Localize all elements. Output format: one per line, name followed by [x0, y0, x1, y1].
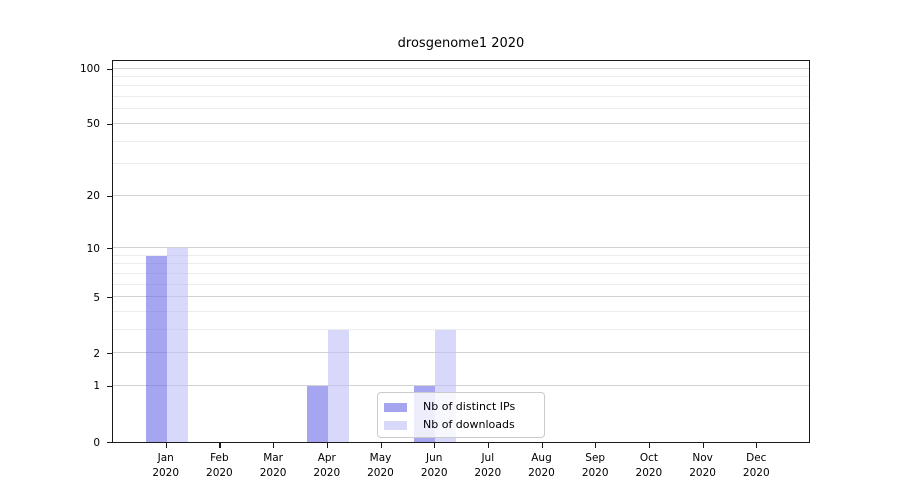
- bar-apr-nb-of-downloads: [327, 329, 349, 442]
- y-tick-label: 5: [93, 291, 100, 304]
- gridline-major: [113, 352, 809, 354]
- gridline-minor: [113, 163, 809, 165]
- bar-apr-nb-of-distinct-ips: [306, 385, 328, 442]
- plot-area: [112, 60, 810, 443]
- x-tick-label-jun: Jun 2020: [420, 452, 448, 479]
- x-tick-mark: [595, 443, 597, 448]
- x-tick-mark: [756, 443, 758, 448]
- gridline-major: [113, 194, 809, 196]
- y-tick-label: 0: [93, 436, 100, 449]
- gridline-major: [113, 67, 809, 69]
- x-tick-mark: [273, 443, 275, 448]
- y-tick-mark: [107, 442, 112, 444]
- gridline-major: [113, 122, 809, 124]
- legend-item-downloads: Nb of downloads: [384, 416, 544, 434]
- x-tick-label-jul: Jul 2020: [474, 452, 502, 479]
- bar-jan-nb-of-distinct-ips: [145, 255, 167, 442]
- gridline-minor: [113, 96, 809, 98]
- y-tick-mark: [107, 195, 112, 197]
- y-tick-label: 50: [86, 118, 100, 131]
- legend-swatch-downloads: [384, 420, 407, 430]
- gridline-minor: [113, 283, 809, 285]
- gridline-minor: [113, 254, 809, 256]
- y-tick-label: 2: [93, 347, 100, 360]
- x-tick-mark: [219, 443, 221, 448]
- chart-title: drosgenome1 2020: [397, 36, 525, 51]
- x-tick-mark: [434, 443, 436, 448]
- x-tick-mark: [165, 443, 167, 448]
- x-tick-mark: [541, 443, 543, 448]
- y-tick-label: 1: [93, 380, 100, 393]
- x-tick-label-sep: Sep 2020: [581, 452, 609, 479]
- gridline-minor: [113, 108, 809, 110]
- x-tick-label-mar: Mar 2020: [259, 452, 287, 479]
- legend-swatch-distinct-ips: [384, 402, 407, 412]
- y-tick-mark: [107, 123, 112, 126]
- x-tick-label-dec: Dec 2020: [742, 452, 770, 479]
- gridline-major: [113, 384, 809, 386]
- x-tick-mark: [648, 443, 651, 448]
- gridline-minor: [113, 328, 809, 330]
- x-tick-label-nov: Nov 2020: [689, 452, 716, 479]
- x-tick-mark: [380, 443, 382, 448]
- gridline-minor: [113, 310, 809, 312]
- y-tick-label: 10: [86, 242, 100, 255]
- gridline-major: [113, 296, 809, 297]
- x-tick-mark: [702, 443, 704, 448]
- gridline-minor: [113, 272, 809, 274]
- x-tick-label-feb: Feb 2020: [206, 452, 233, 479]
- legend-label-distinct-ips: Nb of distinct IPs: [423, 400, 516, 413]
- legend: Nb of distinct IPs Nb of downloads: [377, 392, 545, 438]
- gridline-minor: [113, 85, 809, 87]
- bar-jan-nb-of-downloads: [166, 248, 188, 442]
- legend-item-distinct-ips: Nb of distinct IPs: [384, 398, 544, 416]
- legend-label-downloads: Nb of downloads: [423, 418, 515, 431]
- x-tick-label-jan: Jan 2020: [152, 452, 180, 479]
- y-tick-mark: [107, 68, 112, 70]
- x-tick-label-apr: Apr 2020: [313, 452, 341, 479]
- gridline-minor: [113, 263, 809, 265]
- x-tick-mark: [326, 443, 328, 448]
- x-tick-label-oct: Oct 2020: [635, 452, 663, 479]
- y-tick-mark: [107, 297, 112, 299]
- y-tick-label: 100: [79, 63, 100, 76]
- y-tick-mark: [107, 248, 112, 250]
- gridline-major: [113, 247, 809, 248]
- y-tick-mark: [107, 353, 112, 355]
- y-tick-label: 20: [86, 190, 100, 203]
- x-tick-mark: [487, 443, 489, 448]
- x-tick-label-aug: Aug 2020: [528, 452, 555, 479]
- gridline-minor: [113, 76, 809, 77]
- x-tick-label-may: May 2020: [367, 452, 394, 479]
- gridline-minor: [113, 140, 809, 142]
- y-tick-mark: [107, 385, 112, 388]
